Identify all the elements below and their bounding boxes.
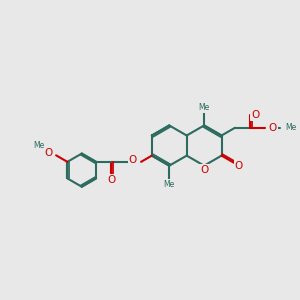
Text: O: O bbox=[107, 175, 116, 185]
Text: O: O bbox=[200, 165, 208, 175]
Text: O: O bbox=[44, 148, 52, 158]
Text: O: O bbox=[235, 160, 243, 170]
Text: Me: Me bbox=[199, 103, 210, 112]
Text: O: O bbox=[268, 123, 277, 133]
Text: O: O bbox=[251, 110, 260, 120]
Text: Me: Me bbox=[164, 179, 175, 188]
Text: Me: Me bbox=[34, 141, 45, 150]
Text: O: O bbox=[129, 155, 137, 165]
Text: Me: Me bbox=[286, 123, 297, 132]
